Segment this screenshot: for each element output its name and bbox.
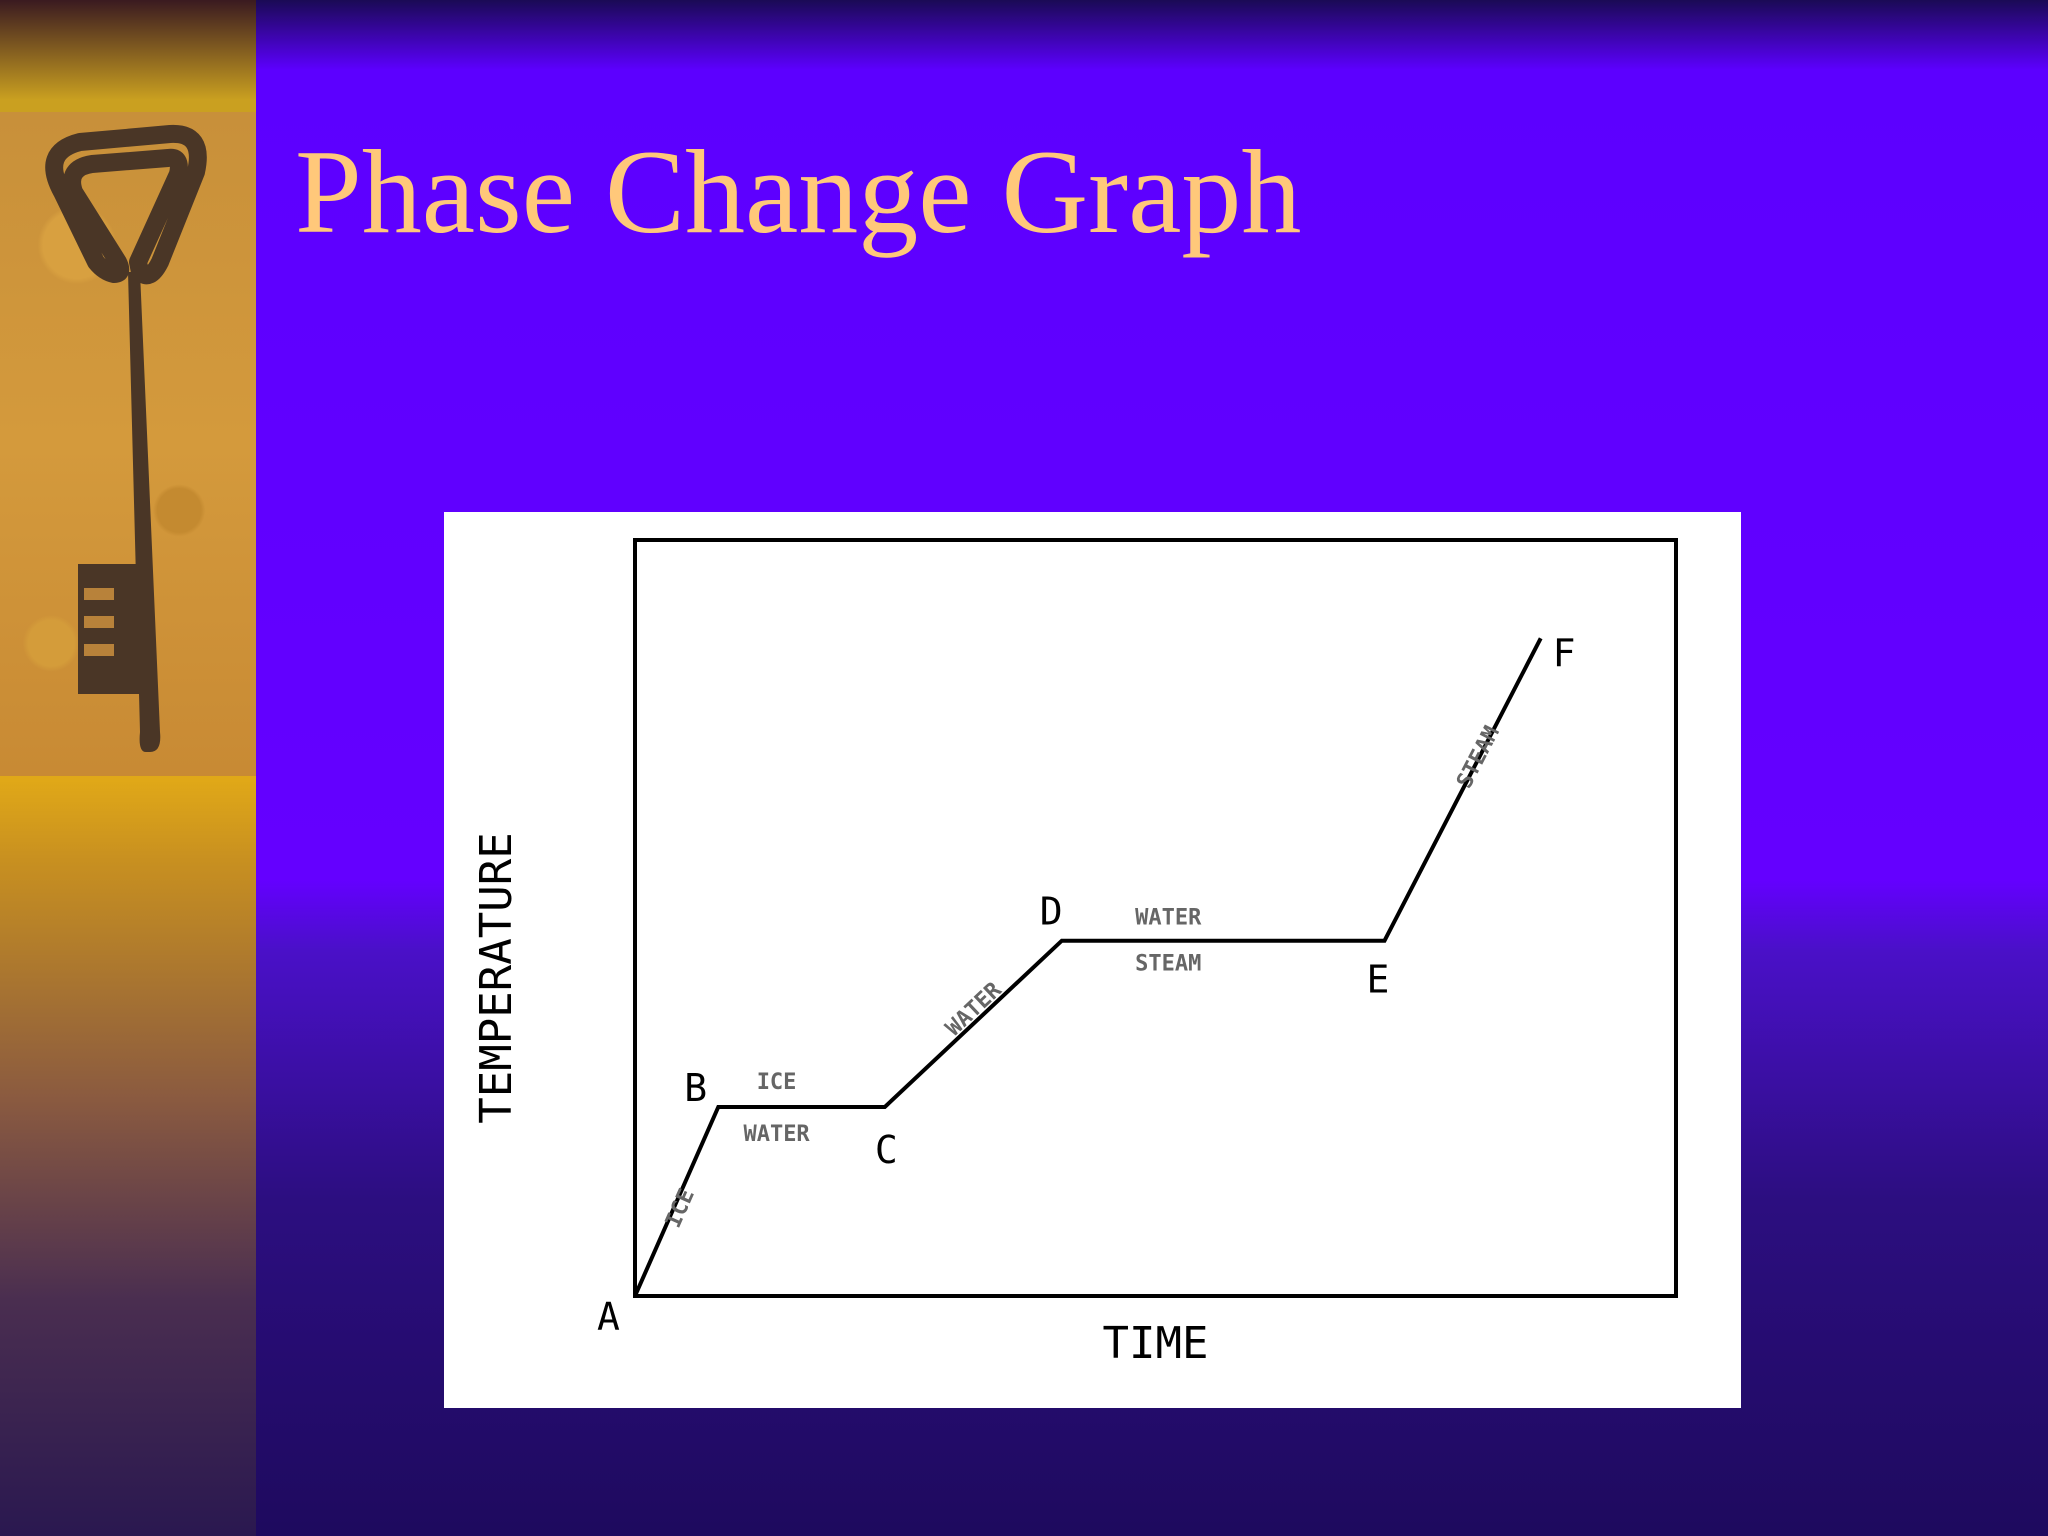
key-photo — [0, 112, 256, 776]
series-line — [633, 637, 1543, 1297]
x-axis-label: TIME — [1103, 1318, 1209, 1369]
point-label-b: B — [684, 1066, 707, 1110]
segment-annotation: ICE — [661, 1185, 700, 1231]
segment-annotation: WATER — [1135, 906, 1202, 931]
slide-title: Phase Change Graph — [295, 125, 1302, 258]
key-icon — [45, 124, 207, 752]
plot-frame — [633, 538, 1678, 1298]
point-label-e: E — [1367, 958, 1390, 1002]
point-label-f: F — [1553, 631, 1576, 675]
segment-annotation: WATER — [743, 1122, 810, 1147]
chart-panel: A B C D E F ICE ICE WATER WATER WATER STEAM STEAM TIM… — [444, 512, 1741, 1408]
segment-annotation: STEAM — [1452, 722, 1505, 792]
phase-change-chart: A B C D E F ICE ICE WATER WATER WATER STEAM STEAM TIM… — [471, 538, 1678, 1369]
segment-annotation: ICE — [757, 1070, 797, 1095]
point-label-c: C — [875, 1128, 898, 1172]
segment-annotation: STEAM — [1135, 952, 1201, 977]
point-label-a: A — [597, 1295, 620, 1339]
segment-annotation: WATER — [941, 977, 1007, 1041]
point-label-d: D — [1040, 890, 1063, 934]
left-sidebar — [0, 0, 256, 1536]
y-axis-label: TEMPERATURE — [471, 832, 522, 1123]
